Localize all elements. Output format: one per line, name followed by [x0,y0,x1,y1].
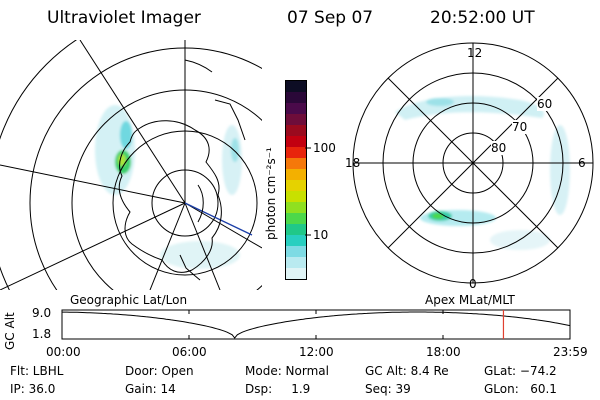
x-tick-1200: 12:00 [299,345,334,359]
altitude-curve [62,311,571,339]
colorbar [285,80,307,280]
colorbar-band [286,191,306,202]
colorbar-band [286,257,306,268]
colorbar-ticks [305,147,311,236]
colorbar-band [286,180,306,191]
date-label: 07 Sep 07 [287,8,374,28]
gain-info: Gain: 14 [125,382,176,396]
colorbar-band [286,246,306,257]
glon-info: GLon: 60.1 [484,382,557,396]
mlt-label-12: 12 [467,46,483,60]
colorbar-band [286,202,306,213]
colorbar-band [286,268,306,279]
colorbar-band [286,114,306,125]
ip-info: IP: 36.0 [10,382,56,396]
mlt-label-18: 18 [345,156,361,170]
colorbar-band [286,158,306,169]
x-tick-2359: 23:59 [553,345,588,359]
dsp-info: Dsp: 1.9 [245,382,311,396]
mlt-label-6: 6 [578,156,586,170]
filter-info: Flt: LBHL [10,364,64,378]
lat-label-80: 80 [491,141,507,155]
colorbar-band [286,224,306,235]
colorbar-tick-100: 100 [313,141,336,155]
colorbar-band [286,103,306,114]
apex-label: Apex MLat/MLT [425,293,515,307]
colorbar-tick-10: 10 [313,228,329,242]
gc-alt-info: GC Alt: 8.4 Re [365,364,449,378]
altitude-timeline [61,309,571,340]
glat-info: GLat: −74.2 [484,364,557,378]
seq-info: Seq: 39 [365,382,411,396]
lat-label-70: 70 [512,120,528,134]
gc-alt-axis-label: GC Alt [3,312,17,350]
colorbar-band [286,125,306,136]
instrument-title: Ultraviolet Imager [47,8,201,28]
colorbar-band [286,169,306,180]
colorbar-band [286,235,306,246]
x-tick-0000: 00:00 [46,345,81,359]
y-tick-min: 1.8 [32,327,52,341]
door-info: Door: Open [125,364,194,378]
coastline [118,120,222,273]
y-tick-max: 9.0 [32,306,52,320]
colorbar-band [286,147,306,158]
colorbar-band [286,213,306,224]
lat-label-60: 60 [537,97,553,111]
colorbar-band [286,136,306,147]
mode-info: Mode: Normal [245,364,329,378]
geographic-label: Geographic Lat/Lon [70,293,188,307]
x-tick-0600: 06:00 [172,345,207,359]
time-label: 20:52:00 UT [430,8,535,28]
colorbar-band [286,81,306,92]
colorbar-band [286,92,306,103]
x-tick-1800: 18:00 [426,345,461,359]
mlt-label-0: 0 [469,277,477,291]
